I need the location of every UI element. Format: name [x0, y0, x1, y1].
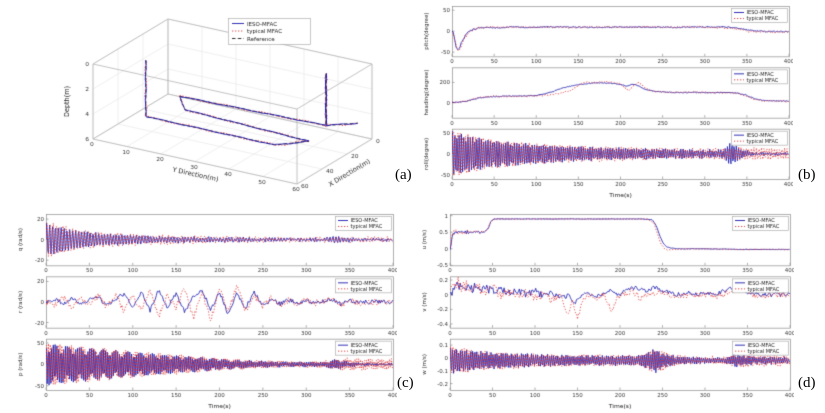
panel-b-label: (b)	[798, 167, 816, 183]
velocities-time-plot	[416, 210, 794, 410]
panel-b	[418, 2, 793, 199]
panel-c	[12, 210, 397, 410]
panel-a	[55, 0, 405, 200]
angles-time-plot	[418, 2, 793, 199]
panel-c-label: (c)	[397, 375, 414, 391]
panel-d	[416, 210, 794, 410]
panel-d-label: (d)	[798, 375, 816, 391]
angular-rates-time-plot	[12, 210, 397, 410]
trajectory-3d-plot	[55, 0, 405, 200]
panel-a-label: (a)	[395, 167, 412, 183]
